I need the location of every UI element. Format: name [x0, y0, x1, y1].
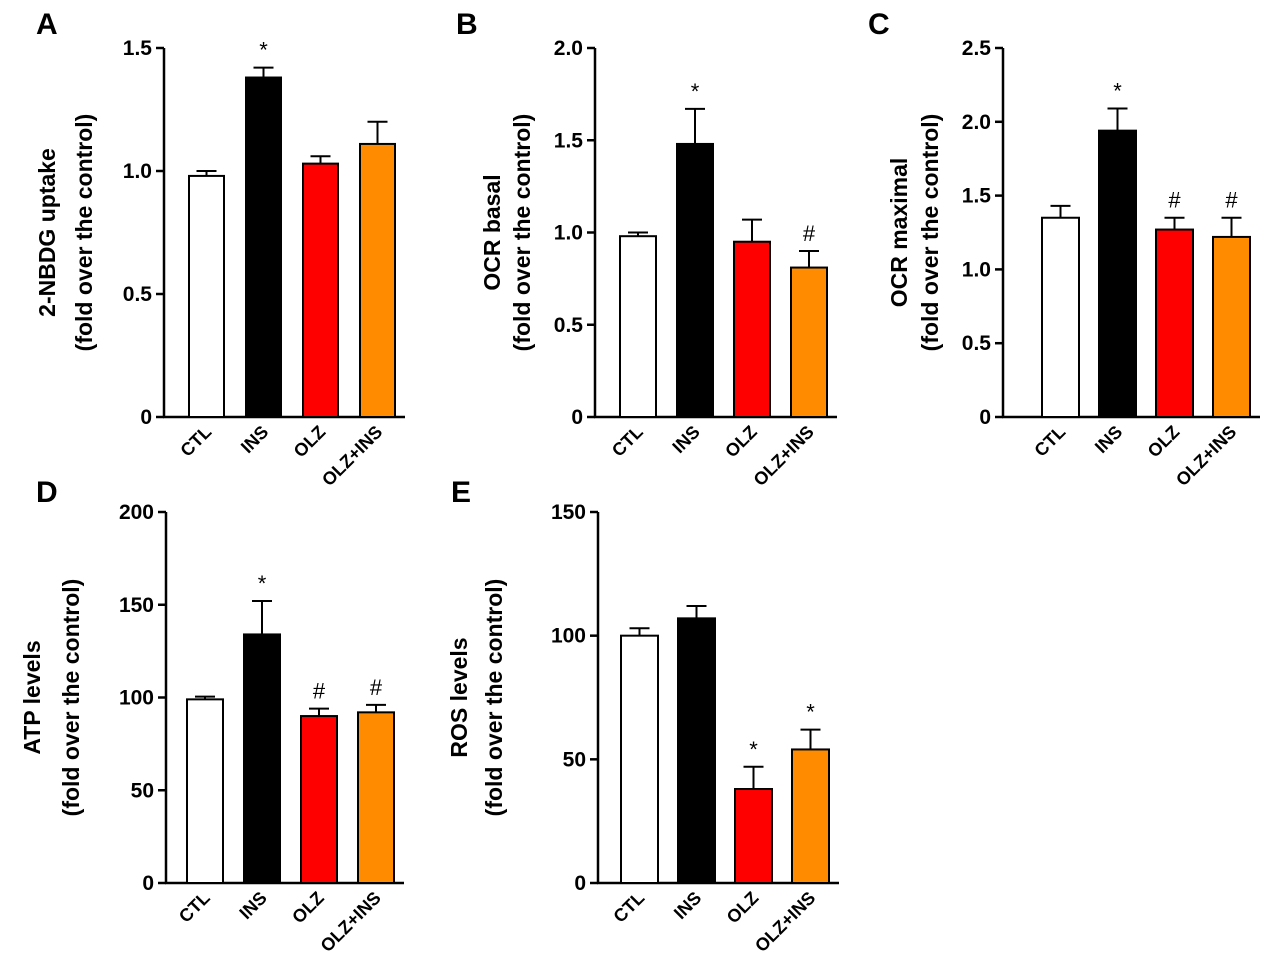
y-tick-label: 2.0	[554, 37, 583, 60]
x-tick-label: CTL	[608, 422, 647, 461]
y-tick-label: 0	[142, 872, 154, 895]
y-tick-label: 50	[131, 779, 154, 802]
significance-mark: #	[313, 679, 326, 704]
bar-olz	[733, 240, 771, 418]
panel-letter: A	[36, 8, 58, 41]
x-tick-label: CTL	[175, 888, 214, 927]
y-tick-label: 1.0	[962, 258, 991, 281]
x-tick-label: OLZ	[1144, 422, 1184, 462]
y-tick-label: 0	[979, 406, 991, 429]
significance-mark: #	[1225, 188, 1238, 213]
y-axis-title: OCR maximal	[886, 158, 912, 308]
x-tick-label: INS	[670, 888, 705, 923]
panel-letter: E	[451, 476, 471, 509]
y-axis-subtitle: (fold over the control)	[917, 114, 943, 352]
significance-mark: *	[258, 571, 267, 596]
panel-letter: D	[36, 476, 58, 509]
y-tick-label: 100	[119, 687, 154, 710]
y-tick-label: 100	[551, 625, 586, 648]
y-tick-label: 0	[140, 406, 152, 429]
chart-panel-a: A 2-NBDG uptake (fold over the control) 0 0.…	[34, 8, 405, 490]
y-tick-label: 50	[563, 748, 586, 771]
y-axis-subtitle: (fold over the control)	[71, 114, 97, 352]
bar-olz-ins	[790, 266, 828, 418]
significance-mark: #	[1168, 188, 1181, 213]
y-tick-label: 150	[551, 501, 586, 524]
panel-letter: C	[868, 8, 890, 41]
bar-ctl	[186, 698, 224, 884]
bar-olz	[734, 788, 773, 884]
y-tick-label: 0.5	[123, 283, 153, 306]
y-tick-label: 0.5	[962, 332, 992, 355]
significance-mark: #	[803, 221, 816, 246]
x-tick-label: INS	[237, 422, 272, 457]
bar-olz	[302, 162, 339, 418]
chart-panel-c: C OCR maximal (fold over the control) 0 0.5 1…	[868, 8, 1260, 490]
bar-ins	[677, 617, 716, 884]
x-tick-label: CTL	[609, 888, 648, 927]
y-axis-title: 2-NBDG uptake	[34, 148, 60, 317]
x-tick-label: INS	[235, 888, 270, 923]
x-tick-label: OLZ	[723, 888, 763, 928]
y-tick-label: 0	[574, 872, 586, 895]
y-tick-label: 1.5	[962, 185, 992, 208]
y-tick-label: 1.5	[554, 129, 584, 152]
y-tick-label: 1.5	[123, 37, 153, 60]
x-tick-label: CTL	[1030, 422, 1069, 461]
bar-olz	[300, 715, 338, 884]
y-tick-label: 200	[119, 501, 154, 524]
y-tick-label: 0.5	[554, 314, 584, 337]
bar-ctl	[620, 634, 659, 885]
bar-ins	[245, 76, 282, 419]
bar-olz	[1155, 228, 1194, 418]
bar-ctl	[1041, 216, 1080, 418]
bar-ins	[676, 142, 714, 418]
x-tick-label: OLZ	[721, 422, 761, 462]
significance-mark: *	[1113, 79, 1122, 104]
significance-mark: *	[691, 79, 700, 104]
y-axis-title: ROS levels	[446, 637, 472, 757]
bar-ins	[1098, 129, 1137, 418]
y-axis-subtitle: (fold over the control)	[481, 579, 507, 817]
significance-mark: *	[806, 700, 815, 725]
chart-panel-e: E ROS levels (fold over the control) 0 50 100…	[446, 476, 839, 956]
x-tick-label: INS	[1091, 422, 1126, 457]
y-axis-subtitle: (fold over the control)	[509, 114, 535, 352]
x-tick-label: INS	[668, 422, 703, 457]
y-axis-title: OCR basal	[479, 174, 505, 290]
x-tick-label: OLZ+INS	[318, 422, 386, 490]
chart-panel-b: B OCR basal (fold over the control) 0 0.5 1.0…	[456, 8, 837, 490]
significance-mark: *	[259, 38, 268, 63]
bar-ctl	[188, 174, 225, 418]
x-tick-label: OLZ+INS	[1172, 422, 1240, 490]
bar-ins	[243, 633, 281, 884]
y-tick-label: 1.0	[554, 222, 583, 245]
y-tick-label: 1.0	[123, 160, 152, 183]
x-tick-label: OLZ+INS	[317, 888, 385, 956]
x-tick-label: OLZ	[290, 422, 330, 462]
x-tick-label: CTL	[176, 422, 215, 461]
x-tick-label: OLZ+INS	[750, 422, 818, 490]
y-axis-subtitle: (fold over the control)	[58, 579, 84, 817]
bar-olz-ins	[357, 711, 395, 885]
x-tick-label: OLZ+INS	[751, 888, 819, 956]
y-tick-label: 0	[571, 406, 583, 429]
chart-panel-d: D ATP levels (fold over the control) 0 50 100…	[19, 476, 404, 956]
y-axis-title: ATP levels	[19, 640, 45, 754]
y-tick-label: 2.0	[962, 111, 991, 134]
bar-ctl	[619, 235, 657, 418]
panel-letter: B	[456, 8, 478, 41]
y-tick-label: 2.5	[962, 37, 992, 60]
bar-olz-ins	[791, 748, 830, 884]
y-tick-label: 150	[119, 594, 154, 617]
significance-mark: #	[370, 675, 383, 700]
bar-olz-ins	[1212, 235, 1251, 418]
x-tick-label: OLZ	[288, 888, 328, 928]
bar-olz-ins	[359, 142, 396, 418]
significance-mark: *	[749, 737, 758, 762]
